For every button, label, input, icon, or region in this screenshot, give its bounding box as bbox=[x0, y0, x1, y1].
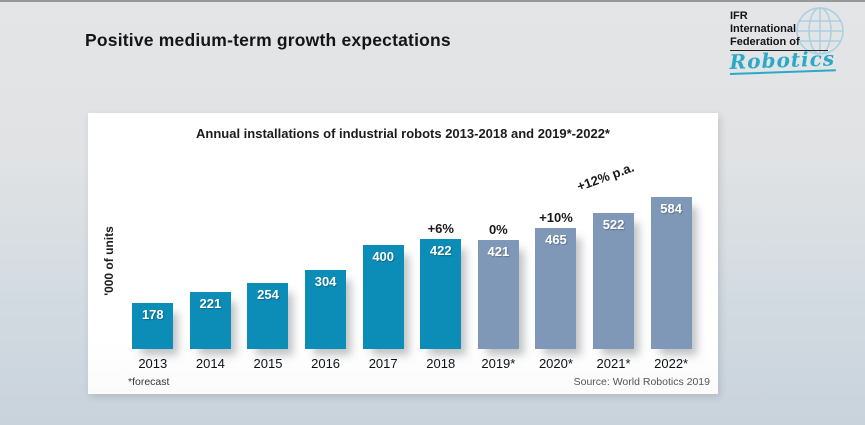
bar-column: 0% 421 2019* bbox=[470, 113, 528, 371]
logo-line-federation: Federation of bbox=[730, 36, 828, 51]
bar-column: 304 2016 bbox=[297, 113, 355, 371]
bar-value-label: 400 bbox=[372, 249, 395, 264]
bar-column: 584 2022* bbox=[642, 113, 700, 371]
bar-2018: 422 bbox=[420, 239, 462, 349]
bar-value-label: 465 bbox=[545, 232, 567, 247]
forecast-footnote: *forecast bbox=[128, 376, 170, 388]
bar-2013: 178 bbox=[132, 303, 174, 349]
chart-title: Annual installations of industrial robot… bbox=[196, 126, 610, 141]
bar-2014: 221 bbox=[189, 292, 231, 349]
x-axis-label: 2014 bbox=[195, 356, 225, 371]
bar-2015: 254 bbox=[247, 283, 289, 349]
growth-label: +10% bbox=[539, 210, 573, 225]
x-axis-label: 2016 bbox=[311, 356, 341, 371]
bar-value-label: 522 bbox=[602, 217, 625, 232]
bar-value-label: 584 bbox=[660, 201, 682, 216]
x-axis-label: 2019* bbox=[481, 356, 516, 371]
globe-icon bbox=[796, 7, 844, 55]
top-divider-line bbox=[0, 0, 865, 2]
bar-column: +6% 422 2018 bbox=[412, 113, 470, 371]
bar-value-label: 254 bbox=[257, 287, 279, 302]
source-note: Source: World Robotics 2019 bbox=[573, 376, 710, 388]
growth-label: +6% bbox=[427, 221, 454, 236]
bar-value-label: 421 bbox=[487, 244, 510, 259]
bar-value-label: 422 bbox=[429, 243, 452, 258]
bar-2017: 400 bbox=[362, 245, 404, 349]
bar-value-label: 178 bbox=[141, 307, 164, 322]
bar-2020: 465 bbox=[535, 228, 577, 349]
logo-line-ifr: IFR bbox=[730, 10, 748, 22]
bar-chart-plot: 178 2013 221 2014 254 2015 304 2016 400 2017 +6% 42… bbox=[124, 113, 700, 371]
bar-column: 400 2017 bbox=[354, 113, 412, 371]
bar-column: 254 2015 bbox=[239, 113, 297, 371]
y-axis-label: '000 of units bbox=[102, 226, 116, 296]
logo-line-international: International bbox=[730, 23, 797, 35]
bar-2019: 421 bbox=[477, 240, 519, 349]
ifr-logo: IFR International Federation of Robotics bbox=[729, 7, 860, 75]
bar-column: 178 2013 bbox=[124, 113, 182, 371]
x-axis-label: 2020* bbox=[538, 356, 573, 371]
bar-column: 522 2021* bbox=[585, 113, 643, 371]
bar-value-label: 221 bbox=[199, 296, 222, 311]
bar-2021: 522 bbox=[593, 213, 635, 349]
chart-panel: Annual installations of industrial robot… bbox=[88, 113, 718, 394]
bar-column: +10% 465 2020* bbox=[527, 113, 585, 371]
bar-2016: 304 bbox=[305, 270, 347, 349]
bar-2022: 584 bbox=[650, 197, 692, 349]
growth-label: 0% bbox=[488, 222, 508, 237]
x-axis-label: 2022* bbox=[654, 356, 689, 371]
x-axis-label: 2013 bbox=[138, 356, 168, 371]
logo-text: IFR International Federation of Robotics bbox=[729, 10, 860, 75]
x-axis-label: 2015 bbox=[253, 356, 283, 371]
slide-title: Positive medium-term growth expectations bbox=[85, 30, 451, 50]
bar-value-label: 304 bbox=[314, 274, 337, 289]
x-axis-label: 2021* bbox=[596, 356, 631, 371]
logo-robotics-script: Robotics bbox=[729, 46, 836, 75]
x-axis-label: 2017 bbox=[368, 356, 398, 371]
bar-column: 221 2014 bbox=[182, 113, 240, 371]
x-axis-label: 2018 bbox=[426, 356, 456, 371]
